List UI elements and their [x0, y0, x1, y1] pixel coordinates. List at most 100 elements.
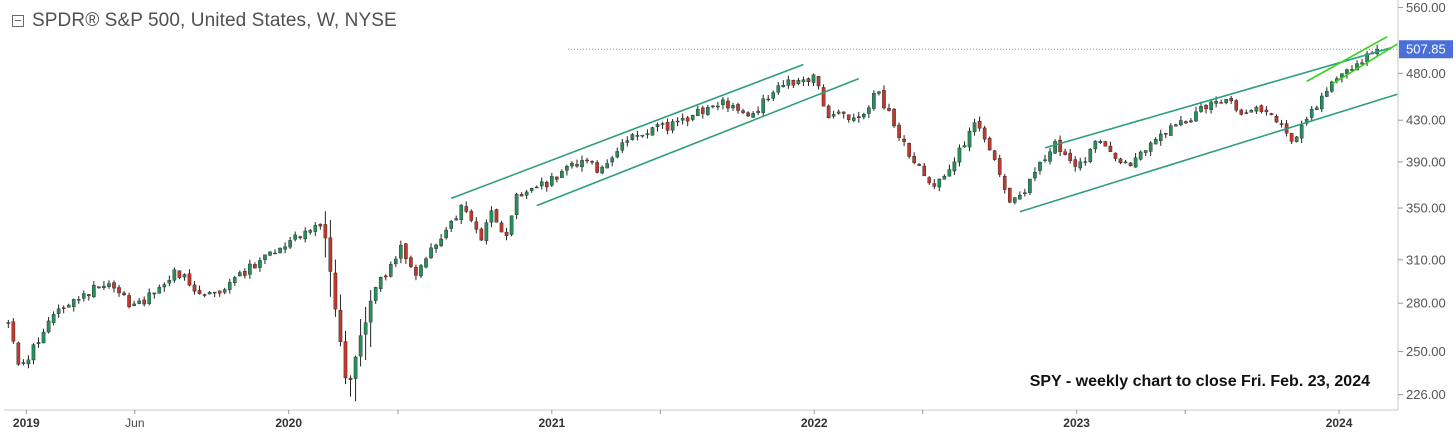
candle-up — [690, 115, 695, 120]
candle-up — [1048, 151, 1052, 162]
candle-down — [1128, 162, 1133, 167]
candle-up — [605, 163, 609, 169]
candle-down — [1118, 158, 1123, 164]
candle-up — [1083, 161, 1088, 163]
candle-down — [1229, 98, 1234, 102]
candle-up — [786, 79, 791, 86]
candle-down — [826, 105, 831, 119]
candle-down — [1103, 141, 1108, 147]
candle-up — [484, 222, 489, 241]
candle-up — [600, 166, 604, 174]
candle-down — [997, 158, 1002, 175]
candle-down — [177, 270, 182, 278]
candle-up — [967, 130, 972, 148]
candle-up — [867, 107, 871, 114]
candle-up — [353, 356, 358, 379]
candle-down — [700, 107, 705, 114]
candle-up — [399, 245, 403, 259]
y-tick-label: 250.00 — [1406, 344, 1446, 359]
candle-up — [610, 157, 615, 163]
candle-down — [192, 284, 197, 292]
candle-down — [197, 290, 202, 294]
candle-up — [711, 105, 715, 108]
candle-up — [1325, 90, 1329, 97]
candle-down — [927, 177, 932, 184]
candle-down — [902, 138, 906, 142]
x-tick-label: 2022 — [801, 416, 828, 430]
candle-down — [348, 377, 353, 380]
candle-up — [836, 111, 841, 114]
candle-down — [665, 122, 670, 131]
candle-down — [152, 292, 157, 295]
candle-down — [987, 137, 992, 151]
y-tick-label: 390.00 — [1406, 154, 1446, 169]
candle-up — [1138, 151, 1143, 160]
candle-down — [685, 117, 690, 122]
candle-up — [1224, 99, 1228, 104]
candle-up — [41, 331, 46, 344]
candle-down — [1239, 109, 1244, 115]
candle-up — [1038, 161, 1042, 171]
candle-down — [575, 164, 579, 167]
candle-down — [534, 186, 539, 189]
candle-down — [882, 90, 886, 109]
candle-down — [298, 236, 302, 239]
candle-up — [1254, 106, 1259, 112]
candle-down — [97, 286, 101, 289]
candle-down — [1058, 139, 1062, 153]
candle-down — [907, 142, 911, 157]
candle-up — [650, 127, 655, 136]
candle-up — [434, 244, 438, 249]
candle-up — [71, 299, 76, 307]
candle-down — [746, 112, 750, 117]
candle-up — [489, 210, 494, 223]
candle-down — [253, 264, 257, 269]
candle-down — [142, 299, 146, 305]
candle-up — [952, 161, 957, 172]
candle-up — [565, 166, 569, 171]
candle-up — [1158, 133, 1163, 141]
candle-down — [741, 110, 745, 113]
candle-down — [16, 342, 21, 365]
trendline-wedge-upper — [1306, 36, 1388, 83]
candle-up — [1189, 120, 1193, 123]
candle-up — [796, 79, 801, 85]
candle-up — [1314, 107, 1319, 110]
candle-up — [1299, 124, 1304, 139]
candle-up — [1153, 139, 1158, 145]
candle-up — [580, 160, 584, 168]
candle-up — [358, 335, 363, 357]
candle-up — [227, 282, 232, 290]
candle-up — [172, 269, 177, 281]
chart-title-bar: SPDR® S&P 500, United States, W, NYSE — [12, 10, 397, 32]
candle-up — [56, 308, 61, 314]
candle-up — [459, 204, 464, 221]
y-tick-label: 480.00 — [1406, 66, 1446, 81]
trendline-channel-2022-2024-upper — [1044, 46, 1393, 149]
candle-up — [238, 272, 242, 277]
candle-down — [892, 108, 896, 127]
candle-up — [937, 178, 942, 188]
collapse-icon[interactable] — [12, 15, 24, 27]
candle-up — [635, 135, 640, 137]
candle-up — [212, 291, 217, 294]
candle-down — [112, 282, 116, 289]
last-price-tag-bg — [1399, 40, 1453, 59]
candle-up — [1209, 101, 1213, 110]
candle-up — [1214, 100, 1218, 104]
last-price-tag-label: 507.85 — [1406, 42, 1446, 57]
candle-up — [76, 299, 81, 301]
candle-down — [766, 98, 771, 101]
candle-up — [1294, 136, 1299, 142]
candle-down — [117, 287, 121, 294]
candle-down — [726, 100, 730, 109]
candle-up — [1093, 140, 1098, 150]
candle-up — [1028, 178, 1032, 193]
candle-down — [1108, 145, 1113, 152]
candle-up — [1199, 106, 1203, 112]
candle-down — [1002, 175, 1007, 190]
candle-down — [992, 150, 997, 160]
candle-down — [318, 223, 323, 227]
candle-up — [31, 344, 36, 361]
